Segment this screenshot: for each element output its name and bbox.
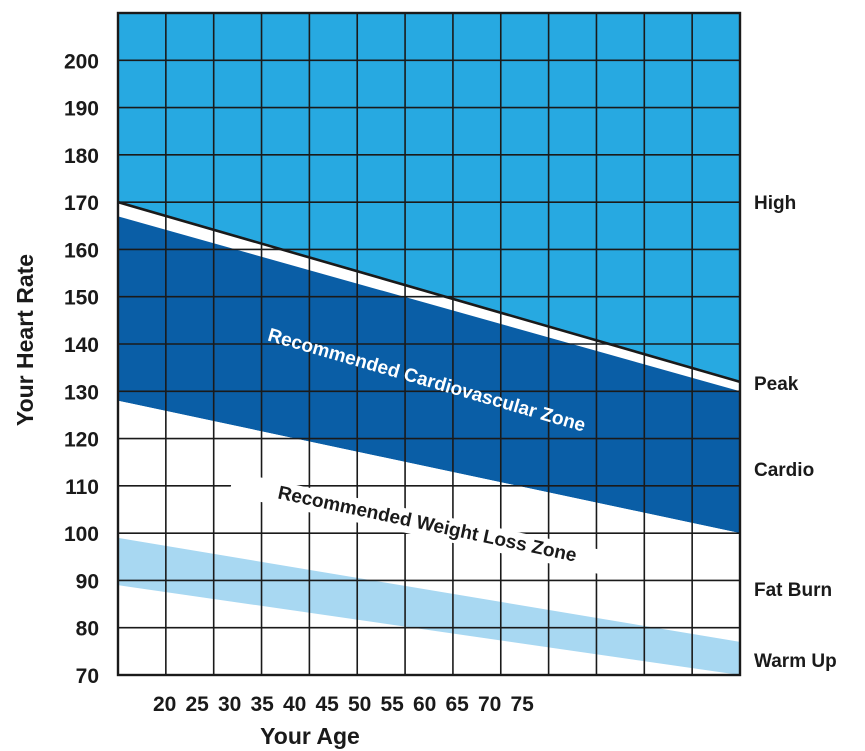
x-axis-title: Your Age	[260, 723, 360, 749]
peak-boundary-line	[117, 200, 741, 384]
x-tick-label: 25	[186, 693, 210, 716]
y-axis-ticks: 70 80 90 100 110 120 130 140 150 160 170 180 190 200	[64, 50, 99, 688]
plot-border	[116, 11, 742, 677]
y-axis-title: Your Heart Rate	[12, 254, 38, 426]
x-tick-label: 70	[478, 693, 501, 716]
annotation-backing	[228, 471, 626, 579]
zone-band-warm-up	[118, 537, 740, 675]
y-tick-label: 150	[64, 287, 99, 310]
y-tick-label: 100	[64, 523, 99, 546]
x-axis-ticks: 20 25 30 35 40 45 50 55 60 65 70 75	[153, 693, 534, 716]
zone-band-cardio	[118, 216, 740, 534]
x-tick-label: 35	[251, 693, 275, 716]
zone-label-high: High	[754, 193, 796, 214]
y-tick-label: 170	[64, 192, 99, 215]
x-tick-label: 30	[218, 693, 241, 716]
y-tick-label: 110	[65, 476, 99, 499]
x-tick-label: 50	[348, 693, 371, 716]
x-tick-label: 20	[153, 693, 176, 716]
y-tick-label: 160	[64, 239, 99, 262]
y-tick-label: 130	[64, 381, 99, 404]
x-tick-label: 75	[511, 693, 535, 716]
y-tick-label: 90	[76, 570, 99, 593]
y-tick-label: 140	[64, 334, 99, 357]
y-tick-label: 200	[64, 50, 99, 73]
zone-label-cardio: Cardio	[754, 460, 814, 481]
y-tick-label: 70	[76, 665, 99, 688]
zone-label-peak: Peak	[754, 374, 799, 395]
y-tick-label: 120	[64, 429, 99, 452]
y-tick-label: 80	[76, 618, 99, 641]
x-tick-label: 60	[413, 693, 436, 716]
x-tick-label: 40	[283, 693, 306, 716]
zone-labels: High Peak Cardio Fat Burn Warm Up	[754, 193, 837, 672]
zone-band-high	[118, 13, 740, 382]
x-tick-label: 45	[316, 693, 340, 716]
zone-label-warm-up: Warm Up	[754, 651, 837, 672]
y-tick-label: 190	[64, 98, 99, 121]
y-tick-label: 180	[64, 145, 99, 168]
zone-label-fat-burn: Fat Burn	[754, 580, 832, 601]
x-tick-label: 55	[381, 693, 405, 716]
x-tick-label: 65	[446, 693, 470, 716]
